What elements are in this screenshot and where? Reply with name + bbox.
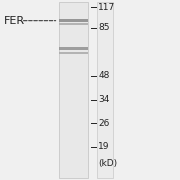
Text: 19: 19 [98,142,110,151]
Bar [59,19,88,22]
Text: 48: 48 [98,71,109,80]
Text: 26: 26 [98,119,109,128]
Bar [97,2,113,178]
Bar [59,23,88,25]
Text: 117: 117 [98,3,115,12]
Bar [59,2,88,178]
Text: (kD): (kD) [98,159,117,168]
Text: 85: 85 [98,23,110,32]
Bar [59,47,88,50]
Text: 34: 34 [98,95,109,104]
Bar [59,51,88,54]
Text: FER: FER [4,16,25,26]
